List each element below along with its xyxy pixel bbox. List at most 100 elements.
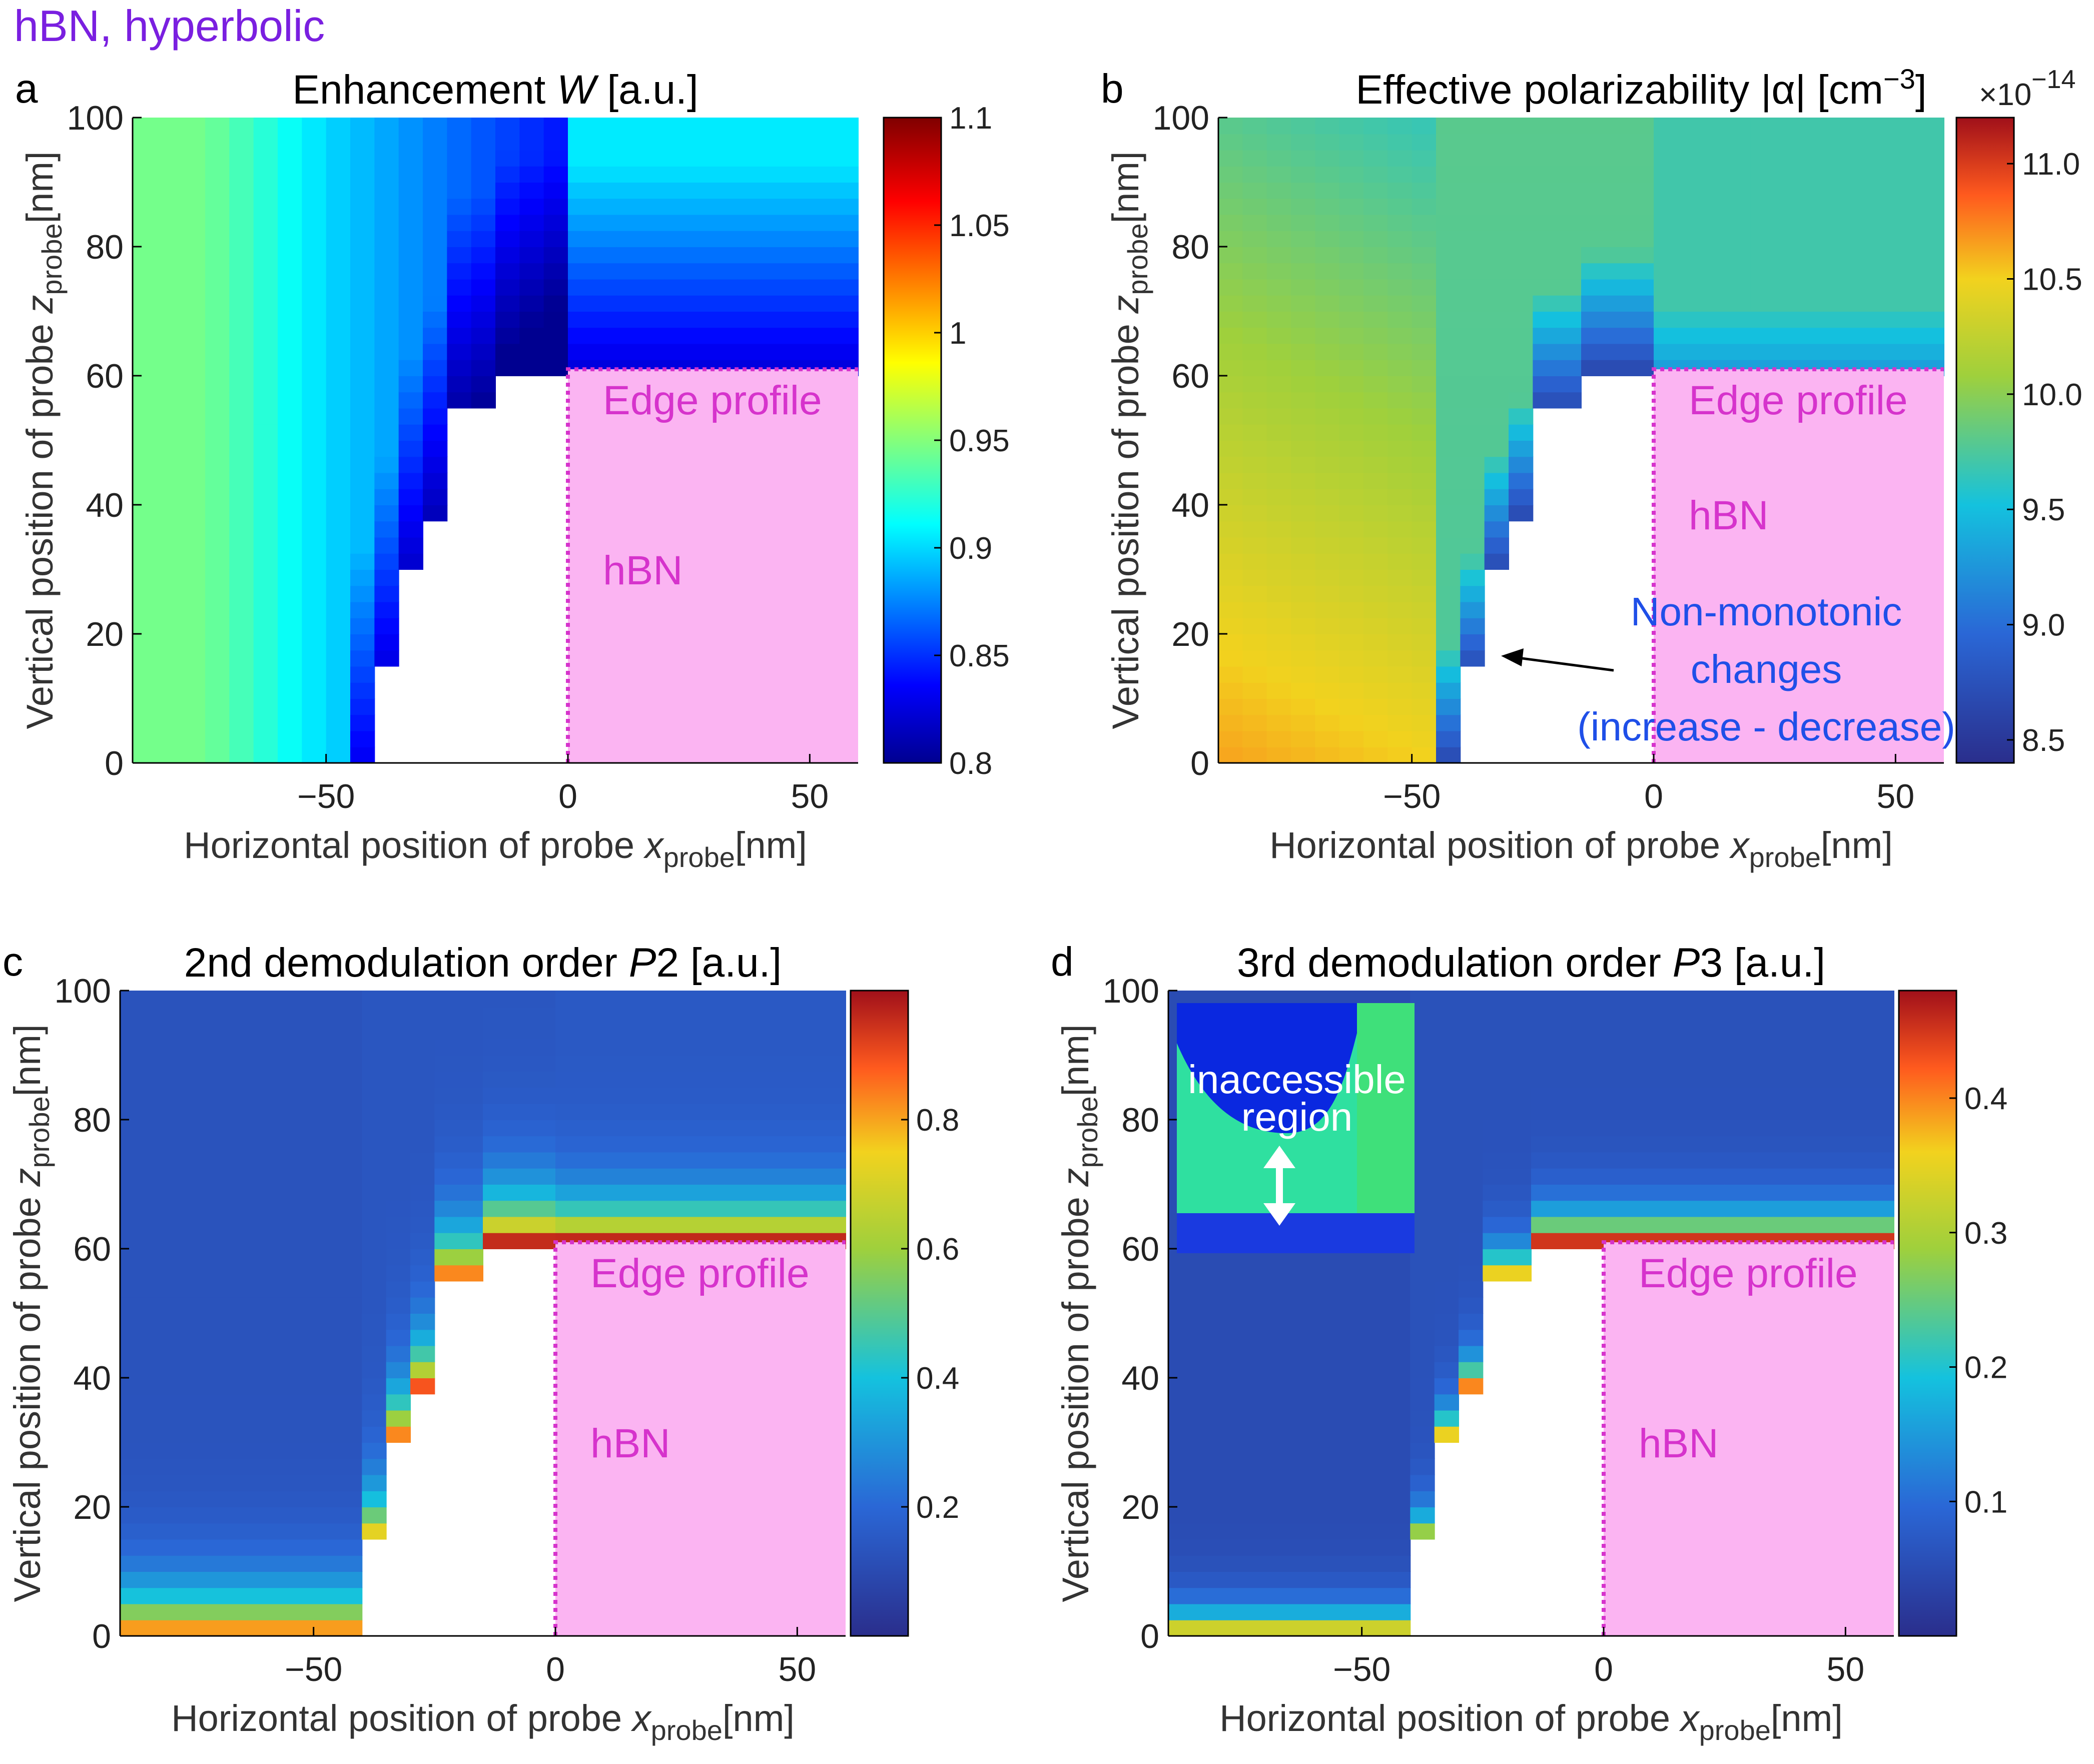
- heatmap-cell: [1361, 1458, 1386, 1475]
- heatmap-cell: [1216, 1329, 1241, 1346]
- heatmap-cell: [1652, 1168, 1677, 1185]
- heatmap-cell: [120, 1216, 145, 1233]
- heatmap-cell: [386, 1378, 411, 1395]
- heatmap-cell: [1799, 295, 1824, 312]
- heatmap-cell: [193, 1555, 218, 1572]
- heatmap-cell: [386, 1265, 411, 1282]
- heatmap-cell: [1339, 698, 1364, 715]
- heatmap-cell: [1629, 166, 1654, 183]
- heatmap-cell: [217, 1249, 242, 1266]
- heatmap-cell: [1629, 359, 1654, 376]
- heatmap-cell: [737, 263, 762, 280]
- heatmap-cell: [531, 1023, 556, 1040]
- heatmap-cell: [786, 343, 811, 360]
- heatmap-cell: [1291, 327, 1316, 344]
- heatmap-cell: [616, 247, 641, 264]
- heatmap-cell: [133, 666, 158, 683]
- heatmap-cell: [144, 991, 169, 1008]
- heatmap-cell: [1216, 1281, 1241, 1298]
- heatmap-cell: [1750, 118, 1775, 135]
- heatmap-cell: [434, 1216, 459, 1233]
- heatmap-cell: [1749, 1007, 1774, 1024]
- heatmap-cell: [374, 295, 399, 312]
- heatmap-cell: [603, 1200, 628, 1217]
- heatmap-cell: [773, 1200, 798, 1217]
- heatmap-cell: [1192, 1458, 1217, 1475]
- heatmap-cell: [1241, 1281, 1266, 1298]
- heatmap-cell: [1315, 376, 1340, 393]
- heatmap-cell: [386, 991, 411, 1008]
- heatmap-cell: [1242, 424, 1267, 441]
- heatmap-cell: [1266, 392, 1291, 409]
- heatmap-cell: [168, 1329, 193, 1346]
- heatmap-cell: [144, 1490, 169, 1507]
- heatmap-cell: [1289, 1442, 1314, 1459]
- heatmap-cell: [1412, 553, 1437, 570]
- heatmap-cell: [1266, 714, 1291, 731]
- heatmap-cell: [168, 1458, 193, 1475]
- heatmap-cell: [1460, 617, 1485, 634]
- heatmap-cell: [133, 247, 158, 264]
- heatmap-cell: [1218, 666, 1243, 683]
- heatmap-cell: [253, 166, 278, 183]
- heatmap-cell: [157, 650, 182, 667]
- heatmap-cell: [1483, 1168, 1508, 1185]
- heatmap-cell: [1724, 1168, 1749, 1185]
- heatmap-cell: [1750, 182, 1775, 199]
- heatmap-cell: [592, 327, 617, 344]
- heatmap-cell: [1654, 166, 1679, 183]
- heatmap-cell: [786, 134, 811, 151]
- heatmap-cell: [133, 408, 158, 425]
- heatmap-cell: [1483, 1184, 1508, 1201]
- heatmap-cell: [120, 1103, 145, 1120]
- heatmap-cell: [313, 1507, 338, 1524]
- heatmap-cell: [749, 1136, 774, 1153]
- heatmap-cell: [1241, 1265, 1266, 1282]
- heatmap-cell: [1434, 1039, 1459, 1056]
- heatmap-cell: [289, 1539, 314, 1556]
- heatmap-cell: [133, 343, 158, 360]
- heatmap-cell: [725, 1007, 750, 1024]
- heatmap-cell: [1774, 343, 1799, 360]
- heatmap-cell: [241, 1474, 266, 1491]
- heatmap-cell: [217, 1297, 242, 1314]
- heatmap-cell: [519, 134, 544, 151]
- heatmap-cell: [1629, 214, 1654, 231]
- heatmap-cell: [241, 1168, 266, 1185]
- inset-arrow-head-down: [1263, 1203, 1295, 1226]
- heatmap-cell: [725, 1055, 750, 1072]
- heatmap-cell: [253, 746, 278, 763]
- heatmap-cell: [1361, 1361, 1386, 1378]
- heatmap-cell: [1339, 279, 1364, 296]
- heatmap-cell: [1339, 134, 1364, 151]
- heatmap-cell: [1168, 1361, 1193, 1378]
- heatmap-cell: [616, 263, 641, 280]
- heatmap-cell: [1629, 311, 1654, 328]
- heatmap-cell: [1412, 214, 1437, 231]
- heatmap-cell: [1363, 521, 1388, 538]
- heatmap-cell: [786, 166, 811, 183]
- heatmap-cell: [1266, 601, 1291, 618]
- heatmap-cell: [1339, 343, 1364, 360]
- heatmap-cell: [519, 263, 544, 280]
- heatmap-cell: [1289, 1345, 1314, 1362]
- heatmap-cell: [181, 585, 206, 602]
- heatmap-cell: [1361, 1571, 1386, 1588]
- heatmap-cell: [1726, 214, 1751, 231]
- heatmap-cell: [1652, 1216, 1677, 1233]
- heatmap-cell: [398, 118, 423, 135]
- heatmap-cell: [1242, 166, 1267, 183]
- heatmap-cell: [205, 456, 230, 473]
- heatmap-cell: [362, 1184, 387, 1201]
- heatmap-cell: [1168, 1555, 1193, 1572]
- heatmap-cell: [555, 1168, 580, 1185]
- heatmap-cell: [289, 1007, 314, 1024]
- heatmap-cell: [1774, 247, 1799, 264]
- heatmap-cell: [1724, 1103, 1749, 1120]
- heatmap-cell: [350, 714, 375, 731]
- heatmap-cell: [1604, 1103, 1629, 1120]
- y-tick-label: 0: [92, 1617, 111, 1655]
- heatmap-cell: [1436, 730, 1461, 747]
- heatmap-cell: [1436, 456, 1461, 473]
- heatmap-cell: [458, 1152, 483, 1169]
